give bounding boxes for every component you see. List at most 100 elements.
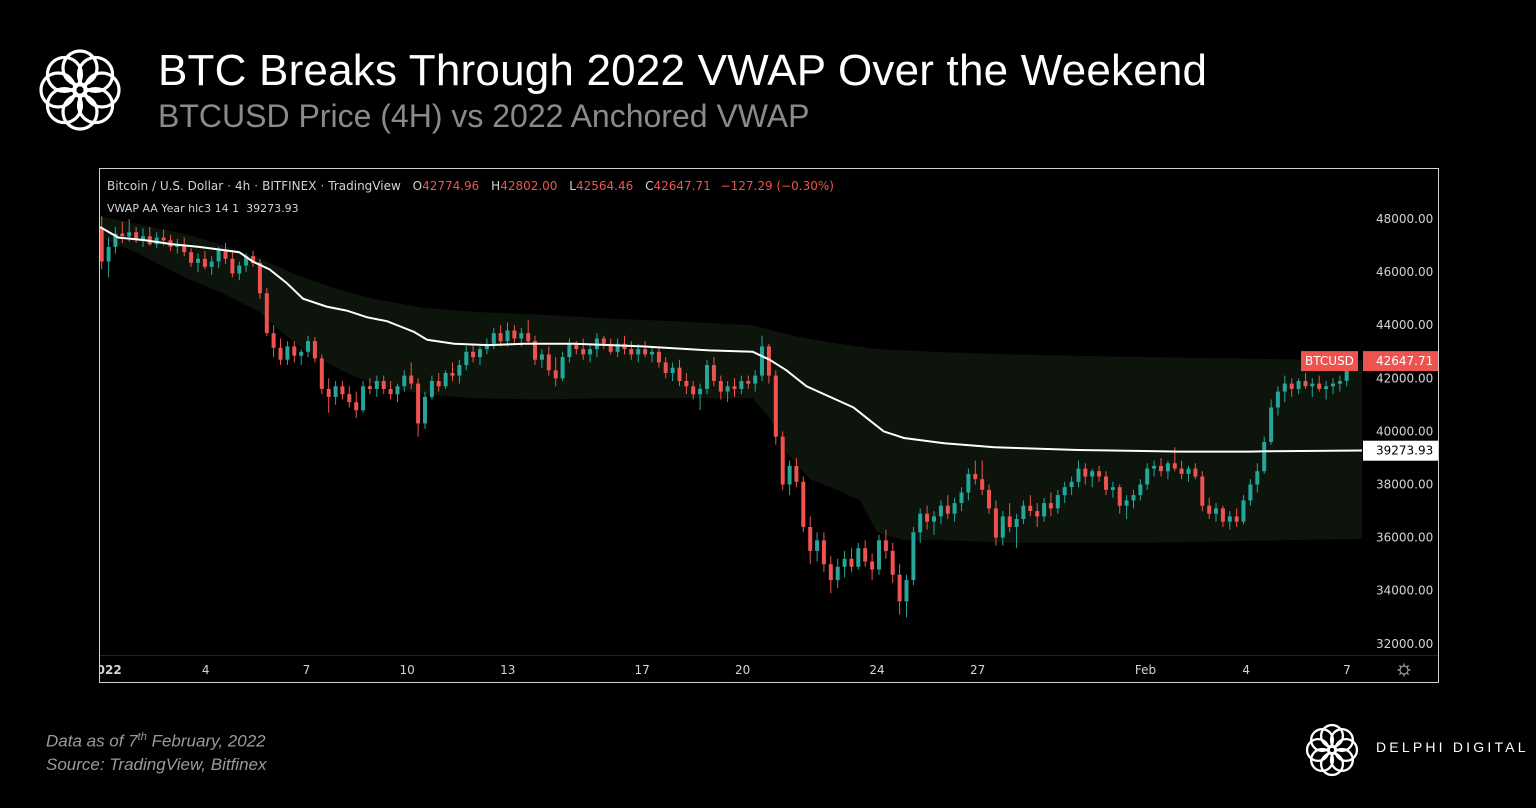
candle-body (973, 473, 978, 480)
candle (1179, 460, 1184, 480)
candle (312, 337, 317, 363)
candle-body (464, 351, 469, 366)
candle-body (629, 349, 634, 355)
candle (381, 375, 386, 395)
candle (1282, 375, 1287, 403)
data-date-sup: th (137, 731, 147, 743)
price-tag-symbol: BTCUSD (1305, 354, 1354, 368)
candle (464, 346, 469, 371)
candlestick-chart[interactable]: 48000.00 46000.00 44000.00 42000.00 40000.00… (100, 169, 1438, 682)
candle-body (938, 505, 943, 517)
x-tick-label: 24 (869, 663, 884, 677)
candle-body (1007, 516, 1012, 527)
candle (1131, 489, 1136, 509)
candle-body (574, 343, 579, 350)
candle-body (773, 375, 778, 437)
candle (1145, 463, 1150, 490)
candle-body (1241, 500, 1246, 522)
x-tick-label: 7 (1343, 663, 1351, 677)
candle (196, 253, 200, 273)
candle (608, 338, 613, 355)
candle (230, 252, 235, 278)
source-note: Source: TradingView, Bitfinex (46, 754, 267, 774)
chart-subtitle: BTCUSD Price (4H) vs 2022 Anchored VWAP (158, 98, 810, 134)
candle-body (725, 386, 730, 392)
settings-gear-icon[interactable] (1397, 663, 1411, 677)
candle-body (601, 338, 606, 344)
candle-body (285, 346, 290, 360)
candle (292, 341, 297, 363)
candle-body (1337, 381, 1342, 384)
candle (849, 548, 854, 573)
data-date-suffix: February, 2022 (146, 731, 266, 751)
candle (932, 511, 936, 535)
chart-panel: 48000.00 46000.00 44000.00 42000.00 40000.00… (99, 168, 1439, 683)
candle-body (127, 232, 132, 237)
candle (471, 343, 476, 363)
candle (285, 341, 290, 365)
candle-body (932, 516, 936, 522)
candle-body (1124, 500, 1129, 506)
candle-body (484, 343, 489, 350)
candle (877, 534, 881, 575)
candle (787, 460, 792, 496)
candle-body (643, 349, 648, 355)
candle-body (182, 245, 187, 253)
candle (457, 359, 462, 384)
candle-body (120, 233, 125, 237)
logo-petal (39, 71, 77, 109)
candle-body (1296, 381, 1301, 389)
candle (416, 378, 421, 437)
candle-body (388, 388, 393, 395)
candle-body (863, 548, 868, 562)
candle-body (1110, 487, 1115, 490)
candle-body (1097, 471, 1102, 477)
candle-body (1062, 487, 1067, 496)
candle (1193, 463, 1198, 480)
candle (251, 250, 255, 267)
candle-body (925, 513, 930, 522)
candle (374, 375, 379, 397)
candle (306, 335, 310, 358)
candle-body (306, 341, 310, 352)
candle-body (196, 258, 200, 263)
candle-body (945, 505, 950, 514)
candle-body (581, 349, 586, 355)
candle-body (478, 349, 482, 358)
candle (1028, 495, 1033, 517)
candle-body (491, 333, 496, 344)
candle-body (1324, 386, 1329, 389)
candle (539, 349, 544, 368)
candle (1104, 471, 1108, 496)
candle-body (1055, 495, 1060, 509)
candle (1083, 463, 1088, 485)
y-tick-label: 34000.00 (1376, 584, 1433, 598)
candle-body (663, 362, 668, 373)
candle (367, 378, 372, 395)
candle (1317, 375, 1322, 392)
x-tick-label: 4 (202, 663, 210, 677)
indicator-value: 39273.93 (246, 202, 299, 215)
candle-body (100, 228, 104, 262)
candle-body (1145, 468, 1150, 485)
candle-body (216, 249, 221, 262)
logo-petal (45, 86, 84, 125)
candle (533, 335, 537, 365)
candle (100, 216, 104, 270)
candle-body (141, 236, 145, 241)
candle-body (189, 252, 194, 263)
candle (1200, 471, 1205, 512)
open-value: 42774.96 (422, 179, 480, 193)
logo-petal (45, 55, 84, 94)
low-key: L (569, 179, 576, 193)
vwap-tag: 39273.93 (1363, 440, 1438, 461)
candle (1159, 458, 1163, 477)
candle-body (553, 370, 558, 379)
candle-body (966, 473, 971, 493)
candle-body (677, 367, 682, 381)
close-key: C (645, 179, 654, 193)
candle (650, 346, 654, 363)
candle (1255, 463, 1260, 493)
candle (526, 319, 531, 344)
candle (450, 362, 455, 381)
